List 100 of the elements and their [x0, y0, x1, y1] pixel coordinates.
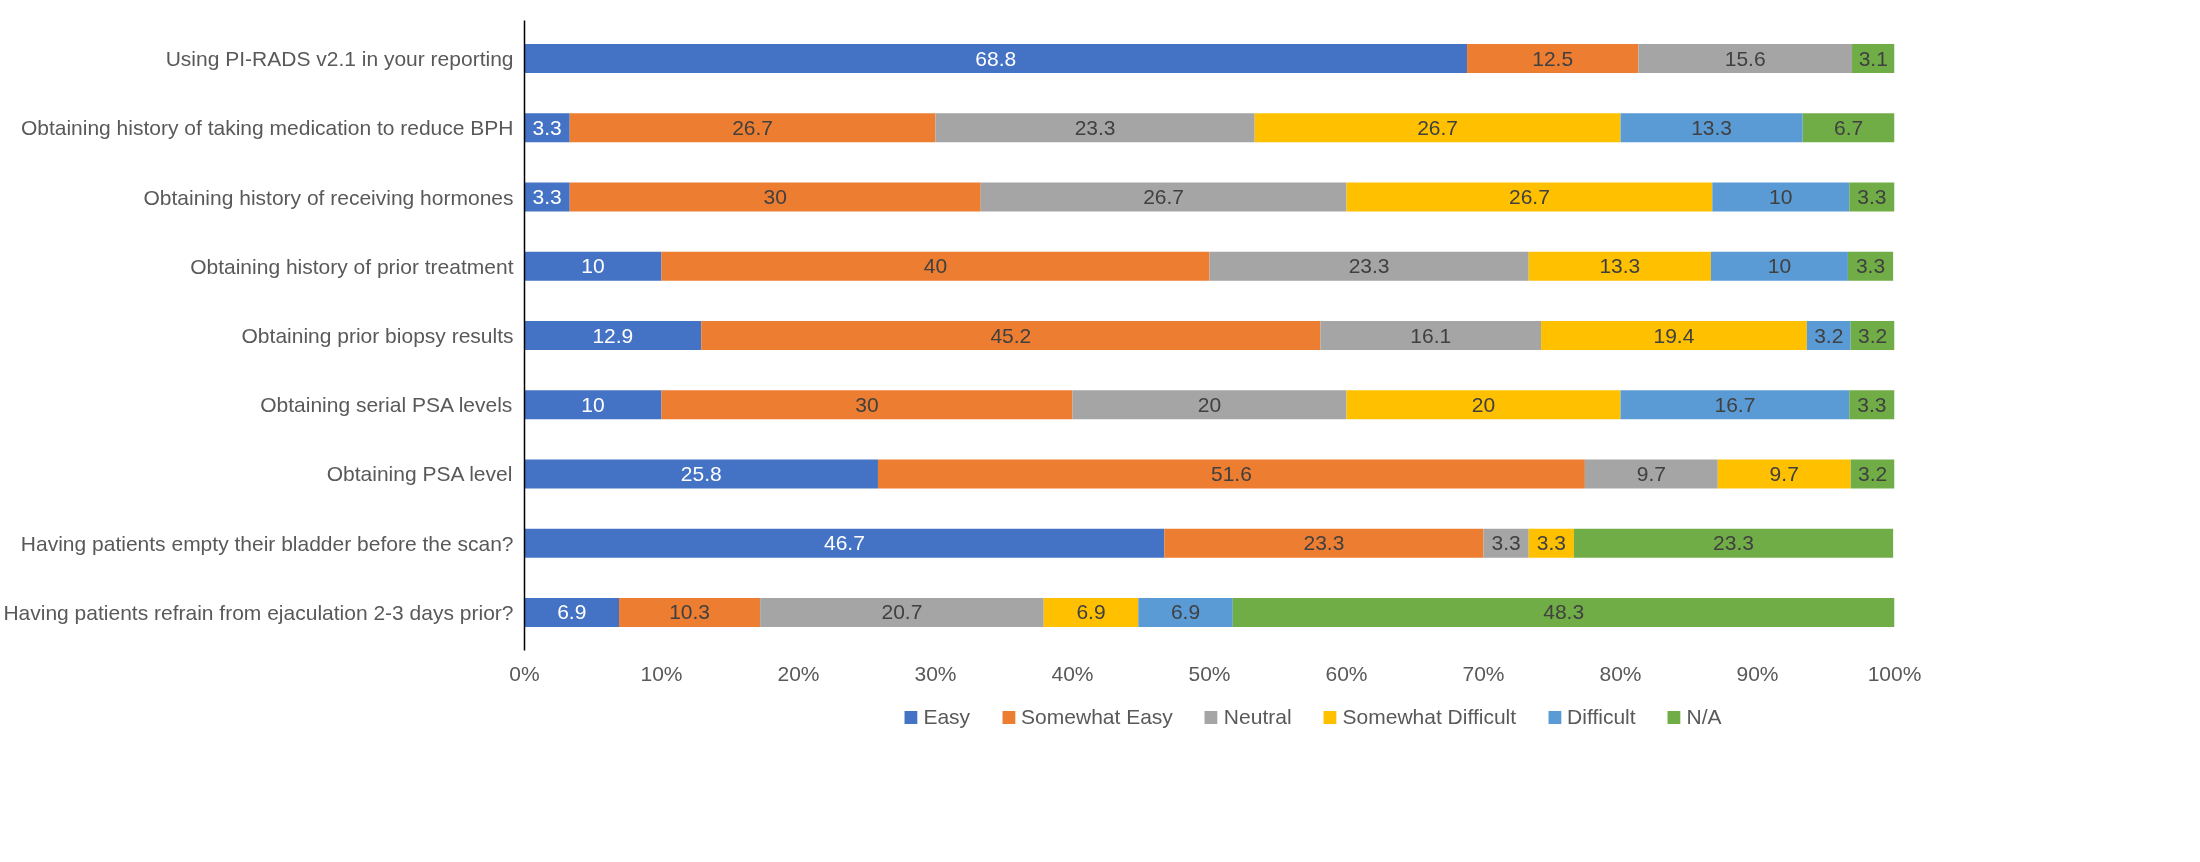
- legend-label: N/A: [1686, 705, 1722, 729]
- y-tick-label: Obtaining history of receiving hormones: [143, 185, 514, 209]
- y-tick-label: Having patients refrain from ejaculation 2-3 days prior?: [3, 600, 514, 624]
- data-label: 26.7: [1508, 185, 1550, 209]
- legend-label: Difficult: [1567, 705, 1636, 729]
- bar: [524, 459, 878, 489]
- bar: [760, 597, 1044, 627]
- y-tick-label: Obtaining PSA level: [326, 462, 513, 486]
- legend-label: Somewhat Easy: [1021, 705, 1173, 729]
- data-label: 6.7: [1834, 115, 1864, 139]
- data-label: 15.6: [1724, 46, 1766, 70]
- data-label: 23.3: [1348, 254, 1390, 278]
- data-label: 3.3: [1491, 531, 1521, 555]
- bar: [661, 251, 1210, 281]
- x-tick-label: 100%: [1867, 661, 1922, 685]
- bar: [1710, 251, 1848, 281]
- bar: [569, 113, 936, 143]
- y-tick-label: Having patients empty their bladder before the scan?: [20, 531, 514, 555]
- data-label: 13.3: [1691, 115, 1733, 139]
- data-label: 6.9: [557, 600, 587, 624]
- x-tick-label: 60%: [1325, 661, 1368, 685]
- data-label: 23.3: [1713, 531, 1754, 555]
- data-label: 3.2: [1857, 461, 1888, 485]
- data-label: 23.3: [1074, 115, 1116, 139]
- data-label: 46.7: [823, 531, 865, 555]
- bar: [524, 251, 662, 281]
- data-label: 10.3: [669, 600, 711, 624]
- bar: [524, 528, 1165, 558]
- data-label: 26.7: [732, 115, 774, 139]
- data-label: 10: [1769, 185, 1793, 209]
- bar: [1320, 320, 1542, 351]
- x-tick-label: 90%: [1736, 661, 1779, 685]
- data-label: 40: [923, 254, 948, 278]
- x-tick-label: 50%: [1188, 661, 1231, 685]
- data-label: 16.7: [1714, 392, 1756, 416]
- x-tick-label: 0%: [509, 661, 540, 685]
- bar: [1346, 182, 1713, 212]
- y-tick-label: Obtaining history of prior treatment: [190, 254, 514, 278]
- data-label: 10: [1767, 254, 1792, 278]
- bar: [1254, 113, 1621, 143]
- bar: [524, 390, 662, 420]
- bar: [661, 390, 1073, 420]
- legend-label: Neutral: [1223, 705, 1292, 729]
- data-label: 20: [1197, 392, 1222, 416]
- bar: [1164, 528, 1484, 558]
- data-label: 13.3: [1599, 254, 1641, 278]
- data-label: 3.2: [1857, 323, 1888, 347]
- data-label: 26.7: [1417, 115, 1459, 139]
- bar: [1584, 459, 1718, 489]
- data-label: 3.3: [1857, 392, 1887, 416]
- data-label: 3.3: [532, 115, 562, 139]
- data-label: 48.3: [1543, 600, 1585, 624]
- data-label: 23.3: [1303, 531, 1345, 555]
- bar: [1620, 390, 1850, 420]
- data-label: 16.1: [1410, 323, 1452, 347]
- data-label: 9.7: [1636, 461, 1666, 485]
- data-label: 68.8: [975, 46, 1017, 70]
- bar: [524, 597, 620, 627]
- bar: [1717, 459, 1851, 489]
- bar: [1467, 44, 1639, 74]
- data-label: 10: [581, 392, 605, 416]
- bar: [935, 113, 1255, 143]
- bar: [1232, 597, 1895, 627]
- legend-label: Somewhat Difficult: [1342, 705, 1517, 729]
- data-label: 3.3: [1855, 254, 1886, 278]
- bar: [1138, 597, 1233, 627]
- data-label: 10: [581, 254, 605, 278]
- data-label: 3.3: [532, 185, 562, 209]
- bar: [1072, 390, 1347, 420]
- x-tick-label: 10%: [640, 661, 683, 685]
- bar: [1209, 251, 1529, 281]
- legend-label: Easy: [923, 705, 971, 729]
- bar: [1620, 113, 1803, 143]
- x-tick-label: 80%: [1599, 661, 1642, 685]
- bar: [1573, 528, 1894, 558]
- x-tick-label: 20%: [777, 661, 820, 685]
- data-label: 12.5: [1532, 46, 1574, 70]
- data-label: 3.2: [1814, 323, 1844, 347]
- data-label: 9.7: [1769, 461, 1799, 485]
- data-label: 6.9: [1076, 600, 1106, 624]
- bar: [701, 320, 1321, 351]
- data-label: 3.3: [1536, 531, 1566, 555]
- bar: [877, 459, 1585, 489]
- data-label: 30: [763, 185, 787, 209]
- bar: [1541, 320, 1807, 351]
- bar: [1043, 597, 1139, 627]
- data-label: 12.9: [592, 323, 634, 347]
- data-label: 3.1: [1858, 46, 1888, 70]
- data-label: 20.7: [881, 600, 923, 624]
- bar: [619, 597, 761, 627]
- y-tick-label: Obtaining serial PSA levels: [260, 393, 513, 417]
- data-label: 19.4: [1653, 323, 1695, 347]
- data-label: 6.9: [1170, 600, 1201, 624]
- data-label: 25.8: [680, 461, 722, 485]
- y-tick-label: Using PI-RADS v2.1 in your reporting: [165, 47, 514, 71]
- bar: [1802, 113, 1895, 143]
- data-label: 3.3: [1857, 185, 1887, 209]
- bar: [1638, 44, 1853, 74]
- bar: [1528, 251, 1711, 281]
- x-tick-label: 40%: [1051, 661, 1094, 685]
